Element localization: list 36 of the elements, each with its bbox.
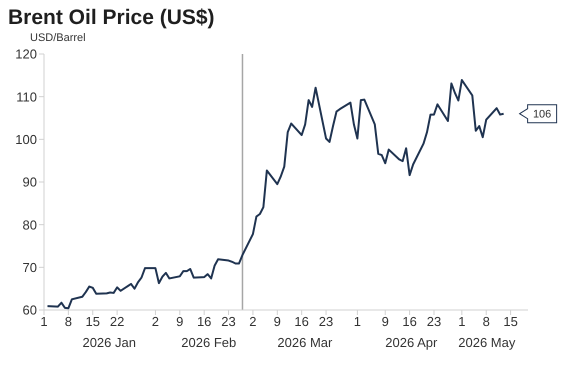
x2-tick-label: 2026 May [458, 335, 516, 350]
x-tick-label: 15 [86, 314, 100, 330]
x-tick-label: 23 [318, 314, 334, 330]
x2-tick-label: 2026 Mar [277, 335, 334, 350]
y-tick-label: 110 [16, 89, 37, 104]
x-tick-label: 8 [64, 314, 72, 330]
y-tick-label: 80 [22, 217, 37, 232]
x-tick-label: 9 [382, 314, 389, 330]
y-axis-title: USD/Barrel [30, 32, 87, 46]
x-tick-label: 16 [196, 314, 212, 330]
line-series [46, 79, 505, 310]
y-tick-label: 90 [22, 174, 37, 190]
x2-tick-label: 2026 Feb [181, 335, 236, 350]
x-tick-label: 16 [402, 314, 417, 330]
callout-box: 106 [518, 104, 558, 124]
y-tick-label: 120 [15, 46, 37, 62]
annotation: 106 [532, 108, 552, 121]
x2-tick-label: 2026 Apr [385, 335, 438, 350]
x2-tick-label: 2026 Jan [82, 335, 136, 350]
x-tick-label: 23 [426, 314, 442, 330]
y-tick-label: 100 [15, 132, 37, 147]
x-tick-label: 1 [458, 314, 466, 330]
x-tick-label: 9 [176, 314, 184, 330]
x-tick-label: 2 [249, 314, 257, 330]
x-tick-label: 1 [354, 314, 361, 330]
x-tick-label: 15 [503, 314, 518, 330]
chart-title: Brent Oil Price (US$) [8, 6, 216, 31]
y-tick-label: 60 [22, 302, 37, 318]
x-tick-label: 9 [274, 314, 281, 330]
x-tick-label: 16 [294, 314, 309, 330]
y-tick-label: 70 [22, 260, 37, 275]
x-tick-label: 22 [110, 314, 124, 330]
x-tick-label: 23 [221, 314, 236, 330]
x-tick-label: 1 [40, 314, 48, 330]
x-tick-label: 2 [152, 314, 160, 330]
x-tick-label: 8 [482, 314, 490, 330]
